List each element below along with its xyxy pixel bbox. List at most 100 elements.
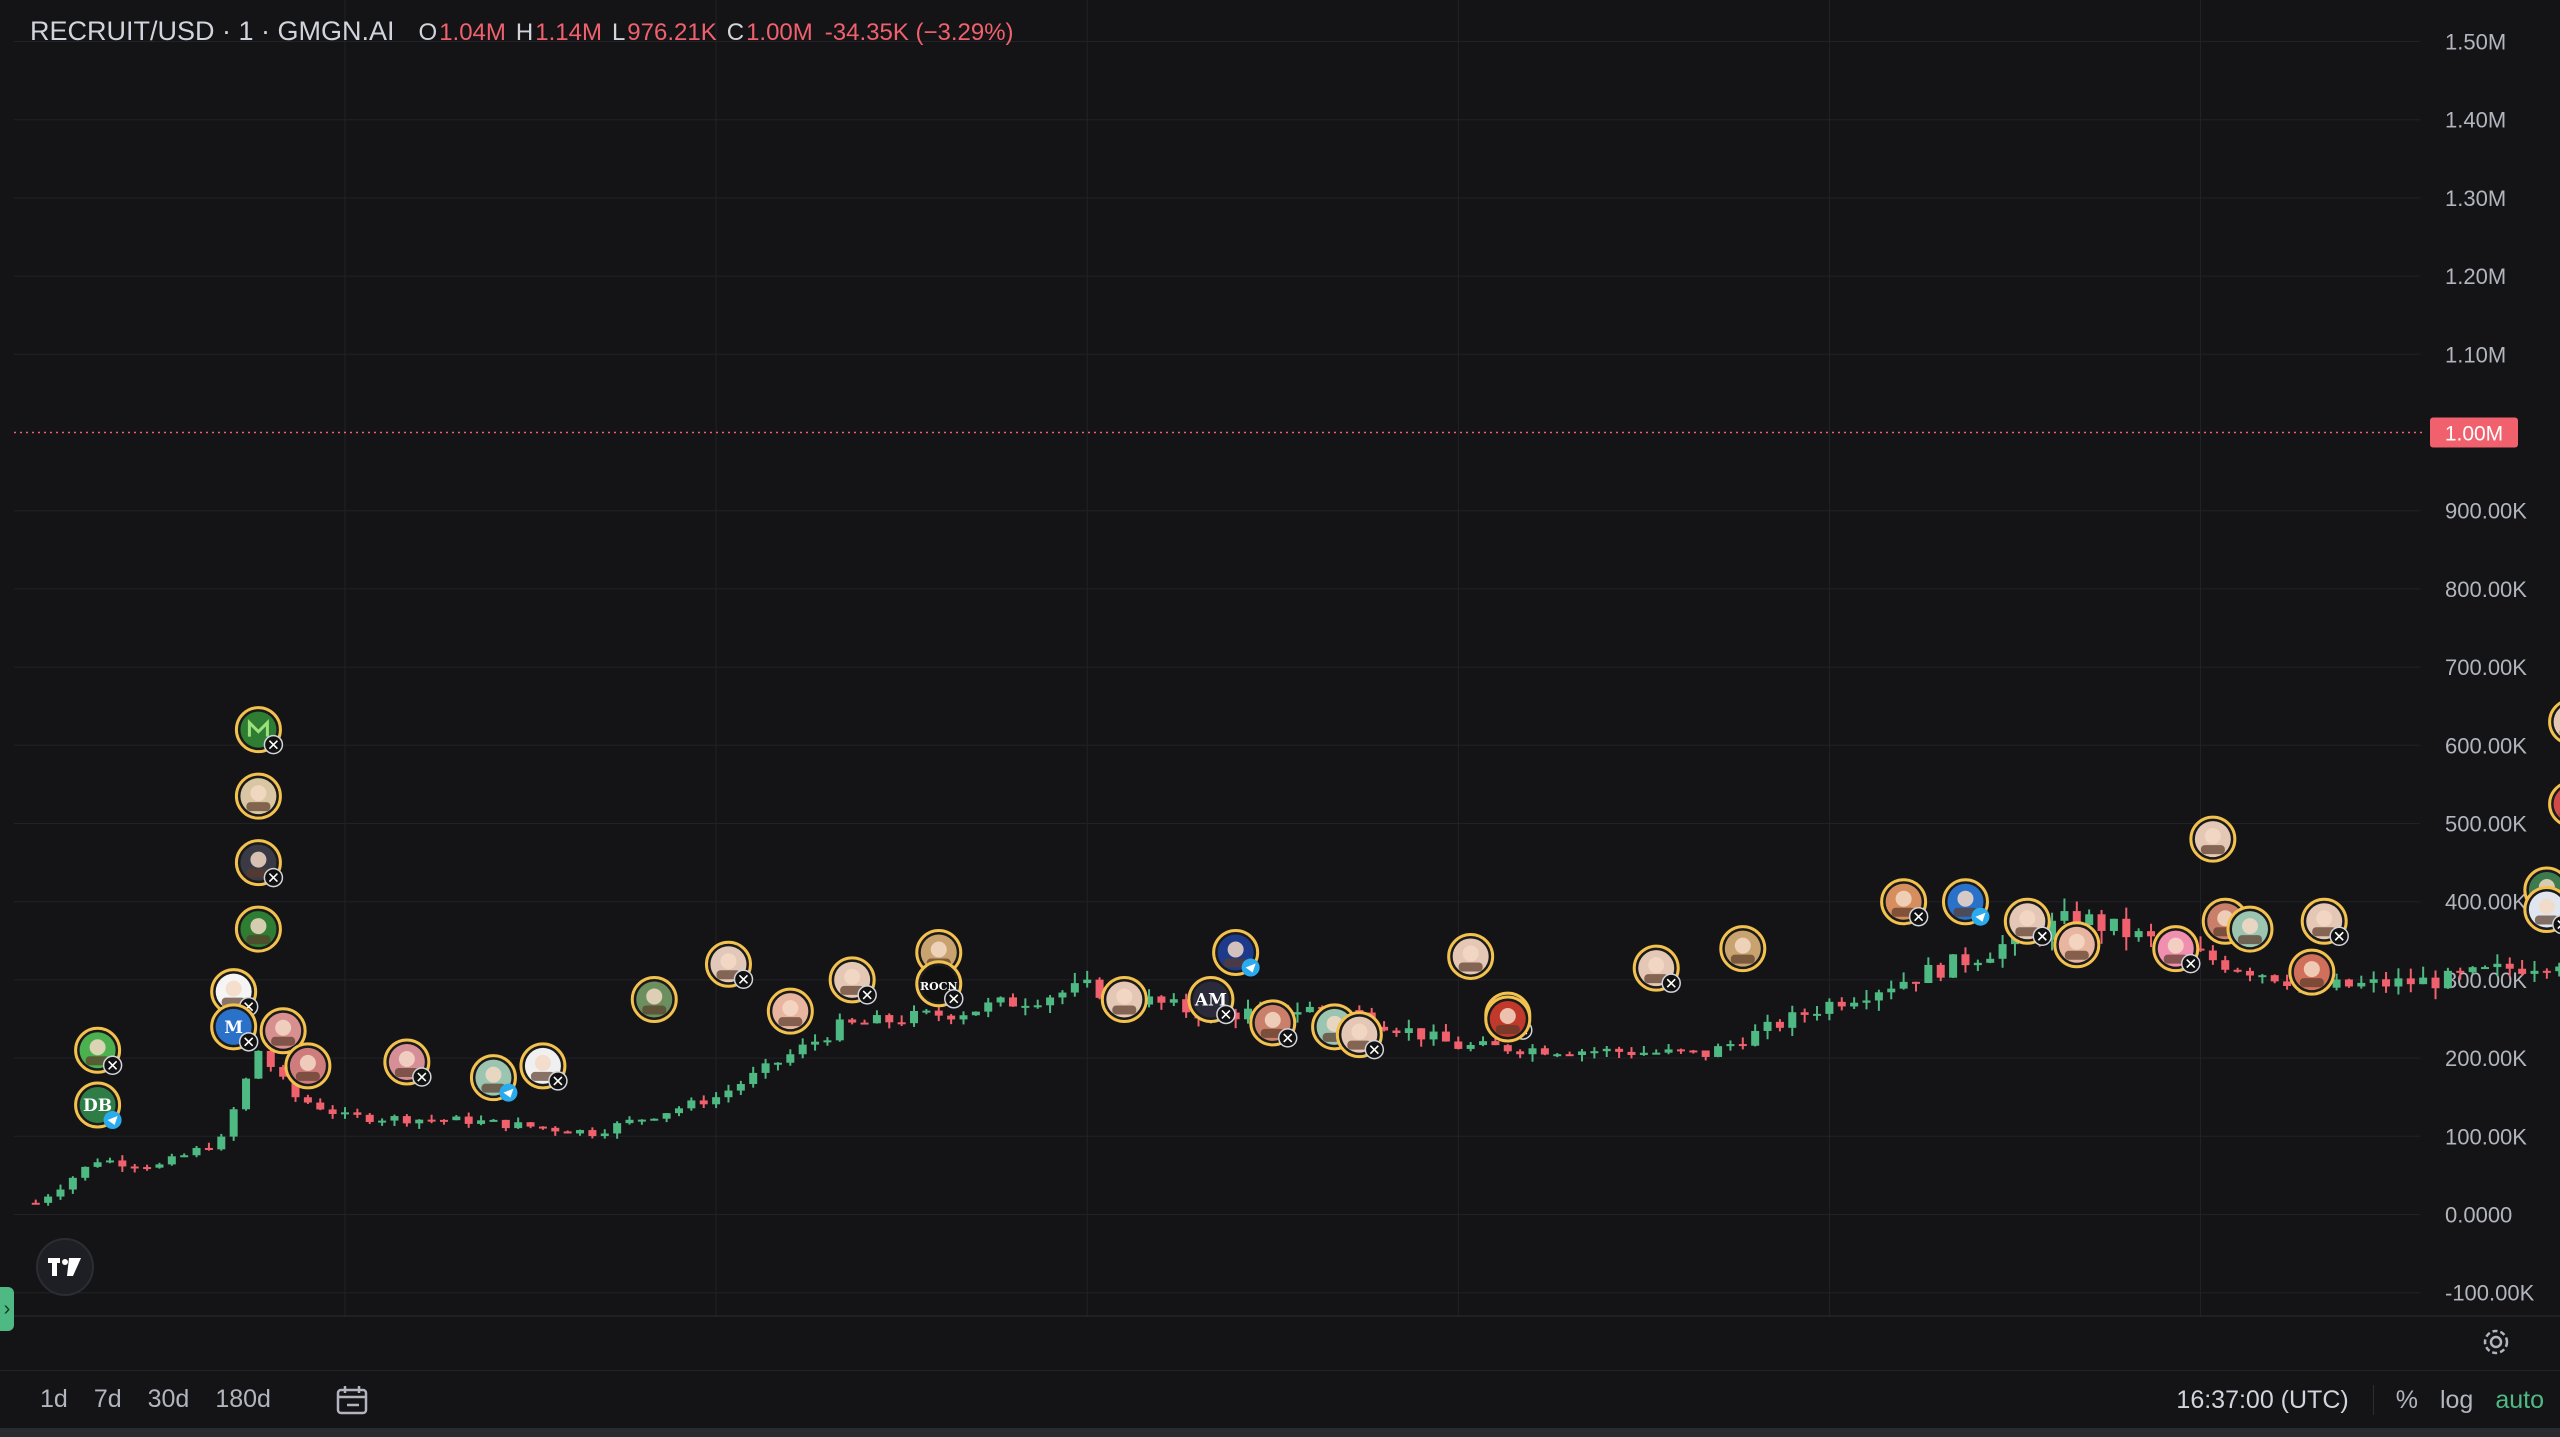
candle-body[interactable]: [341, 1112, 349, 1115]
candle-body[interactable]: [712, 1097, 721, 1105]
candle-body[interactable]: [353, 1112, 362, 1115]
price-chart[interactable]: 1.50M 1.40M 1.30M 1.20M 1.10M 900.00K 800.00K 7…: [0, 0, 2560, 1320]
candle-body[interactable]: [2122, 918, 2131, 938]
candle-body[interactable]: [180, 1155, 189, 1158]
candle-body[interactable]: [1293, 1012, 1302, 1015]
candle-body[interactable]: [2468, 967, 2477, 973]
trade-marker-avatar[interactable]: [519, 1042, 568, 1091]
candle-body[interactable]: [2134, 931, 2143, 938]
candle-body[interactable]: [1305, 1006, 1314, 1013]
candle-body[interactable]: [1837, 1001, 1846, 1007]
candle-body[interactable]: [1726, 1044, 1735, 1047]
candle-body[interactable]: [56, 1189, 65, 1197]
candle-body[interactable]: [823, 1040, 832, 1043]
candle-body[interactable]: [2406, 978, 2415, 985]
candle-body[interactable]: [1479, 1041, 1488, 1046]
candle-body[interactable]: [687, 1100, 696, 1109]
candle-body[interactable]: [1565, 1054, 1574, 1057]
candle-body[interactable]: [786, 1054, 795, 1063]
candle-body[interactable]: [254, 1050, 263, 1079]
candle-body[interactable]: [2208, 950, 2217, 961]
candle-body[interactable]: [2394, 978, 2403, 987]
candle-body[interactable]: [2270, 975, 2279, 982]
trade-marker-avatar[interactable]: [234, 706, 284, 755]
candle-body[interactable]: [1615, 1048, 1624, 1052]
candle-body[interactable]: [1676, 1049, 1685, 1052]
candle-body[interactable]: [1862, 1000, 1871, 1003]
candle-body[interactable]: [736, 1084, 745, 1091]
candle-body[interactable]: [155, 1164, 164, 1168]
calendar-icon[interactable]: [335, 1382, 371, 1418]
trade-marker-avatar[interactable]: [2288, 948, 2336, 996]
candle-body[interactable]: [2493, 963, 2502, 968]
trade-marker-avatar[interactable]: [2548, 700, 2560, 746]
candle-body[interactable]: [1046, 997, 1055, 1006]
candle-body[interactable]: [1033, 1005, 1042, 1008]
candle-body[interactable]: [390, 1116, 399, 1121]
candle-body[interactable]: [130, 1166, 139, 1169]
candle-body[interactable]: [538, 1126, 547, 1129]
trade-marker-avatar[interactable]: [704, 940, 754, 990]
candle-body[interactable]: [811, 1041, 820, 1045]
candle-body[interactable]: [1516, 1051, 1525, 1055]
candle-body[interactable]: [2097, 914, 2106, 931]
candle-body[interactable]: [1083, 979, 1092, 984]
candle-body[interactable]: [266, 1050, 275, 1067]
candle-body[interactable]: [588, 1130, 597, 1137]
candle-body[interactable]: [303, 1097, 312, 1103]
candle-body[interactable]: [1924, 964, 1933, 983]
candle-body[interactable]: [1553, 1054, 1562, 1057]
candle-body[interactable]: [1664, 1049, 1673, 1053]
candle-body[interactable]: [1021, 1005, 1030, 1008]
candle-body[interactable]: [2147, 931, 2156, 937]
candle-body[interactable]: [489, 1119, 498, 1122]
candle-body[interactable]: [229, 1109, 238, 1137]
candle-body[interactable]: [922, 1010, 931, 1013]
candle-body[interactable]: [959, 1015, 968, 1020]
candle-body[interactable]: [427, 1119, 436, 1122]
candle-body[interactable]: [2443, 970, 2452, 989]
candle-body[interactable]: [848, 1019, 857, 1023]
candle-body[interactable]: [2344, 979, 2353, 987]
trade-marker-avatar[interactable]: [2523, 886, 2560, 935]
candle-body[interactable]: [2332, 979, 2341, 988]
candle-body[interactable]: [1627, 1051, 1636, 1056]
candle-body[interactable]: [563, 1131, 572, 1134]
trade-marker-avatar[interactable]: [259, 1007, 307, 1055]
candle-body[interactable]: [1850, 1002, 1859, 1007]
trade-marker-avatar[interactable]: [766, 987, 814, 1035]
candle-body[interactable]: [93, 1162, 102, 1167]
candle-body[interactable]: [1058, 992, 1067, 998]
candle-body[interactable]: [118, 1160, 127, 1167]
candle-body[interactable]: [477, 1120, 486, 1124]
candle-body[interactable]: [1590, 1051, 1599, 1054]
candle-body[interactable]: [1380, 1026, 1389, 1031]
trade-marker-avatar[interactable]: [469, 1054, 518, 1102]
candle-body[interactable]: [2518, 968, 2527, 974]
candle-body[interactable]: [600, 1133, 609, 1137]
candle-body[interactable]: [1392, 1030, 1401, 1034]
symbol-title[interactable]: RECRUIT/USD · 1 · GMGN.AI: [30, 16, 395, 46]
candle-body[interactable]: [1751, 1030, 1760, 1046]
candle-body[interactable]: [551, 1127, 560, 1132]
candle-body[interactable]: [1800, 1012, 1809, 1015]
trade-marker-avatar[interactable]: [234, 905, 282, 953]
candle-body[interactable]: [996, 997, 1005, 1003]
candle-body[interactable]: [1231, 1012, 1240, 1020]
trade-marker-avatar[interactable]: [234, 772, 282, 820]
candle-body[interactable]: [2085, 914, 2094, 926]
candle-body[interactable]: [1825, 1001, 1834, 1014]
candle-body[interactable]: [2048, 920, 2057, 940]
trade-marker-avatar[interactable]: [828, 956, 877, 1005]
trade-marker-avatar[interactable]: [284, 1042, 332, 1090]
range-7d-button[interactable]: 7d: [93, 1385, 122, 1413]
candle-body[interactable]: [1070, 983, 1079, 993]
trade-marker-avatar[interactable]: [1212, 929, 1260, 977]
candle-body[interactable]: [192, 1147, 201, 1156]
trade-marker-avatar[interactable]: [74, 1026, 123, 1076]
candle-body[interactable]: [2419, 977, 2428, 985]
candle-body[interactable]: [650, 1118, 659, 1121]
candle-body[interactable]: [1714, 1046, 1723, 1057]
candle-body[interactable]: [2431, 977, 2440, 989]
candle-body[interactable]: [1874, 992, 1883, 1001]
